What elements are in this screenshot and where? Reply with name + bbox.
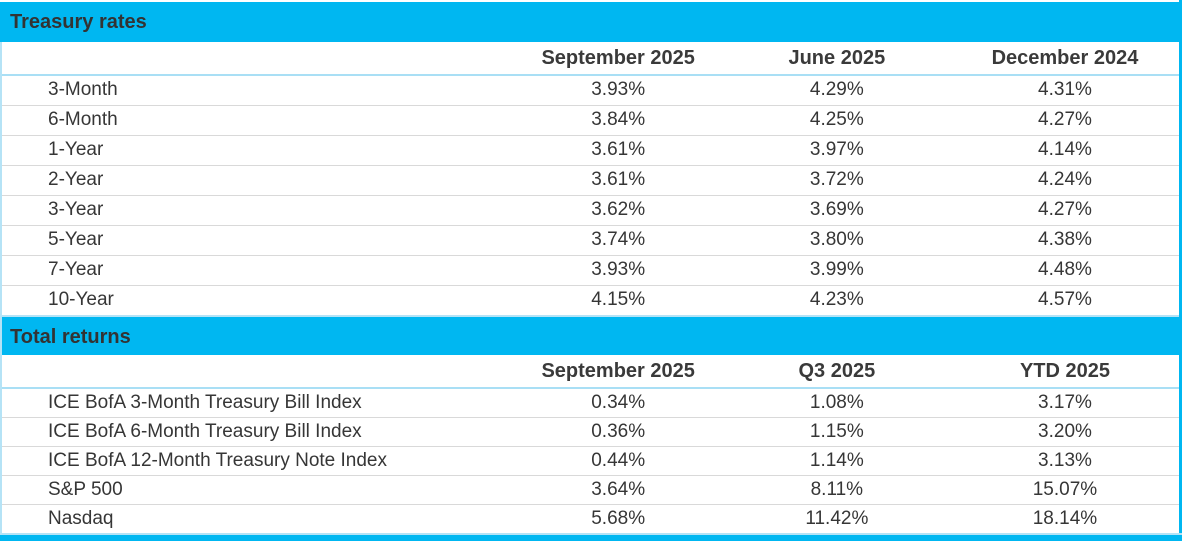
value-cell: 1.15% — [725, 417, 948, 447]
row-label: ICE BofA 6-Month Treasury Bill Index — [0, 417, 511, 447]
column-header: September 2025 — [510, 355, 726, 389]
table-row: S&P 500 3.64% 8.11% 15.07% — [0, 475, 1182, 505]
value-cell: 3.69% — [725, 195, 948, 226]
value-cell: 4.15% — [591, 289, 646, 311]
row-label-column-header — [0, 42, 511, 76]
value-cell: 4.57% — [1038, 289, 1092, 311]
section-title-total-returns: Total returns — [0, 315, 1182, 355]
total-returns-table: September 2025 Q3 2025 YTD 2025 ICE BofA 3… — [0, 355, 1182, 533]
value-cell: 3.64% — [510, 475, 726, 505]
bottom-accent-strip — [0, 533, 1182, 541]
value-cell: 3.20% — [947, 417, 1182, 447]
table-row: Nasdaq 5.68% 11.42% 18.14% — [0, 504, 1182, 533]
value-cell: 3.72% — [725, 165, 948, 196]
value-cell: 1.14% — [725, 446, 948, 476]
value-cell: 4.23% — [809, 289, 864, 311]
value-cell: 3.61% — [510, 135, 726, 166]
section-title-treasury-rates: Treasury rates — [0, 2, 1182, 42]
row-label: 10-Year — [48, 289, 114, 311]
column-header-row: September 2025 June 2025 December 2024 — [0, 42, 1182, 76]
value-cell: 4.31% — [947, 75, 1182, 106]
row-label: ICE BofA 3-Month Treasury Bill Index — [0, 388, 511, 418]
value-cell: 8.11% — [725, 475, 948, 505]
row-label: ICE BofA 12-Month Treasury Note Index — [0, 446, 511, 476]
value-cell: 3.93% — [510, 75, 726, 106]
left-border-line — [0, 42, 2, 541]
value-cell: 0.34% — [510, 388, 726, 418]
value-cell: 4.27% — [947, 195, 1182, 226]
value-cell: 4.27% — [947, 105, 1182, 136]
column-header: June 2025 — [725, 42, 948, 76]
value-cell: 0.44% — [510, 446, 726, 476]
row-label: S&P 500 — [0, 475, 511, 505]
value-cell: 11.42% — [805, 507, 869, 529]
value-cell: 4.38% — [947, 225, 1182, 256]
table-row: 7-Year 3.93% 3.99% 4.48% — [0, 255, 1182, 286]
top-margin — [0, 0, 1182, 2]
value-cell: 3.74% — [510, 225, 726, 256]
value-cell: 3.13% — [947, 446, 1182, 476]
row-label: 2-Year — [0, 165, 511, 196]
value-cell: 3.62% — [510, 195, 726, 226]
row-label: 5-Year — [0, 225, 511, 256]
value-cell: 15.07% — [947, 475, 1182, 505]
column-header: September 2025 — [510, 42, 726, 76]
table-row: 6-Month 3.84% 4.25% 4.27% — [0, 105, 1182, 136]
treasury-rates-table: September 2025 June 2025 December 2024 3-M… — [0, 42, 1182, 315]
value-cell: 4.24% — [947, 165, 1182, 196]
value-cell: 3.61% — [510, 165, 726, 196]
value-cell: 3.97% — [725, 135, 948, 166]
value-cell: 3.84% — [510, 105, 726, 136]
table-row: 2-Year 3.61% 3.72% 4.24% — [0, 165, 1182, 196]
value-cell: 3.80% — [725, 225, 948, 256]
table-row: ICE BofA 3-Month Treasury Bill Index 0.34… — [0, 388, 1182, 418]
table-row: 5-Year 3.74% 3.80% 4.38% — [0, 225, 1182, 256]
row-label: Nasdaq — [48, 507, 114, 529]
value-cell: 4.48% — [947, 255, 1182, 286]
right-border-line — [1179, 0, 1182, 541]
value-cell: 3.99% — [725, 255, 948, 286]
row-label: 6-Month — [0, 105, 511, 136]
value-cell: 18.14% — [1032, 507, 1098, 529]
table-row: 10-Year 4.15% 4.23% 4.57% — [0, 285, 1182, 315]
column-header: Q3 2025 — [725, 355, 948, 389]
value-cell: 3.17% — [947, 388, 1182, 418]
value-cell: 3.93% — [510, 255, 726, 286]
value-cell: 1.08% — [725, 388, 948, 418]
value-cell: 4.29% — [725, 75, 948, 106]
column-header: December 2024 — [947, 42, 1182, 76]
row-label: 1-Year — [0, 135, 511, 166]
row-label-column-header — [0, 355, 511, 389]
value-cell: 5.68% — [591, 507, 646, 529]
row-label: 3-Month — [0, 75, 511, 106]
row-label: 7-Year — [0, 255, 511, 286]
table-row: 3-Month 3.93% 4.29% 4.31% — [0, 75, 1182, 106]
column-header-row: September 2025 Q3 2025 YTD 2025 — [0, 355, 1182, 389]
value-cell: 0.36% — [510, 417, 726, 447]
value-cell: 4.25% — [725, 105, 948, 136]
row-label: 3-Year — [0, 195, 511, 226]
table-row: 3-Year 3.62% 3.69% 4.27% — [0, 195, 1182, 226]
column-header: YTD 2025 — [947, 355, 1182, 389]
table-row: 1-Year 3.61% 3.97% 4.14% — [0, 135, 1182, 166]
value-cell: 4.14% — [947, 135, 1182, 166]
table-row: ICE BofA 6-Month Treasury Bill Index 0.36… — [0, 417, 1182, 447]
table-row: ICE BofA 12-Month Treasury Note Index 0.4… — [0, 446, 1182, 476]
